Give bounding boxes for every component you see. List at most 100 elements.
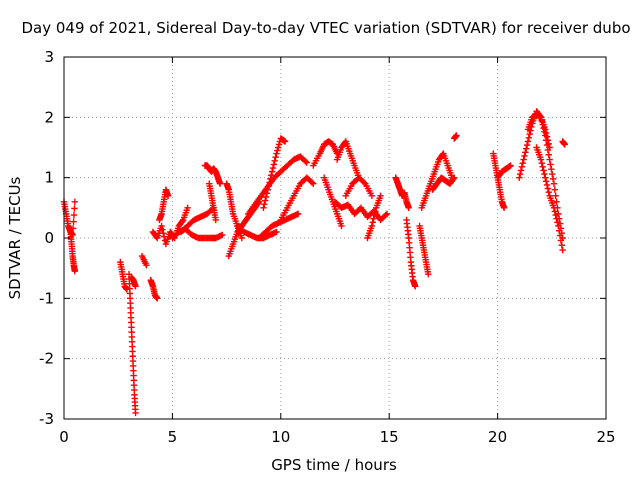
- data-point: [179, 217, 186, 225]
- data-point: [526, 131, 533, 138]
- data-point: [545, 151, 552, 158]
- data-point: [70, 211, 78, 219]
- data-point: [544, 185, 552, 192]
- y-tick-label: 0: [44, 229, 54, 247]
- series-segment: [403, 216, 419, 290]
- data-point: [294, 210, 302, 218]
- data-point: [261, 197, 269, 204]
- x-tick-label: 10: [271, 428, 290, 446]
- series-segment: [559, 138, 569, 148]
- series-segment: [138, 252, 150, 269]
- data-point: [160, 229, 167, 237]
- series-segment: [201, 162, 224, 187]
- data-point: [71, 198, 79, 205]
- data-point: [555, 222, 562, 230]
- data-point: [551, 208, 559, 215]
- data-point: [453, 132, 460, 139]
- series-segment: [206, 180, 219, 224]
- data-point: [556, 232, 564, 239]
- data-point: [516, 174, 523, 181]
- data-point: [553, 215, 560, 222]
- data-point: [268, 168, 276, 175]
- series-segment: [524, 111, 566, 242]
- data-point: [542, 174, 549, 181]
- data-point: [219, 231, 226, 239]
- series-segment: [392, 174, 412, 212]
- series-segment: [260, 135, 289, 212]
- data-point: [518, 163, 526, 171]
- data-point: [557, 237, 565, 244]
- data-point: [266, 179, 273, 186]
- data-point: [541, 128, 548, 136]
- data-point: [551, 186, 559, 193]
- series-segment: [416, 222, 432, 278]
- data-point: [70, 218, 77, 225]
- data-point: [517, 167, 525, 174]
- grid: [64, 57, 606, 419]
- data-point: [159, 226, 166, 233]
- data-point: [545, 188, 552, 196]
- series-segment: [156, 186, 172, 224]
- data-point: [538, 159, 546, 167]
- y-tick-label: 3: [44, 48, 54, 66]
- y-axis-label: SDTVAR / TECUs: [6, 176, 24, 299]
- y-tick-label: 2: [44, 108, 54, 126]
- data-point: [216, 180, 224, 187]
- data-point: [537, 114, 545, 121]
- data-point: [524, 138, 532, 145]
- data-point: [238, 234, 245, 242]
- data-point: [71, 267, 79, 275]
- data-points: [60, 108, 569, 417]
- data-point: [273, 228, 280, 236]
- series-segment: [418, 150, 456, 212]
- data-point: [523, 145, 530, 152]
- y-tick-label: -1: [39, 289, 54, 307]
- series-segment: [533, 144, 566, 254]
- data-point: [368, 222, 376, 230]
- data-point: [544, 146, 552, 154]
- data-point: [549, 175, 557, 183]
- data-point: [552, 211, 559, 219]
- data-point: [541, 170, 548, 178]
- data-point: [372, 208, 379, 215]
- data-point: [451, 174, 458, 181]
- data-point: [383, 210, 391, 218]
- series-segment: [255, 210, 302, 242]
- data-point: [369, 219, 376, 226]
- series-segment: [177, 204, 217, 236]
- series-segment: [277, 174, 317, 224]
- data-point: [262, 193, 270, 201]
- data-point: [308, 179, 316, 186]
- data-point: [507, 162, 514, 169]
- series-segment: [117, 258, 131, 293]
- data-point: [539, 121, 546, 128]
- data-point: [271, 157, 278, 164]
- data-point: [558, 242, 565, 249]
- data-point: [360, 179, 368, 186]
- series-segment: [245, 153, 311, 218]
- data-point: [522, 149, 529, 156]
- data-point: [525, 134, 533, 142]
- series-segment: [128, 274, 139, 290]
- data-point: [543, 181, 551, 189]
- data-point: [310, 180, 317, 187]
- data-point: [281, 138, 289, 145]
- chart-title: Day 049 of 2021, Sidereal Day-to-day VTE…: [21, 19, 630, 37]
- data-point: [273, 150, 280, 157]
- series-segment: [429, 174, 458, 193]
- y-tick-label: -3: [39, 410, 54, 428]
- x-tick-label: 5: [168, 428, 178, 446]
- data-point: [540, 167, 547, 174]
- data-point: [264, 186, 271, 193]
- data-point: [261, 201, 268, 208]
- series-segment: [364, 192, 384, 242]
- data-point: [377, 192, 384, 199]
- data-point: [71, 205, 78, 212]
- data-point: [548, 166, 555, 173]
- series-segment: [67, 228, 79, 275]
- data-point: [547, 161, 554, 168]
- data-point: [184, 204, 191, 212]
- x-tick-label: 20: [488, 428, 507, 446]
- data-point: [272, 153, 279, 161]
- data-point: [521, 152, 528, 160]
